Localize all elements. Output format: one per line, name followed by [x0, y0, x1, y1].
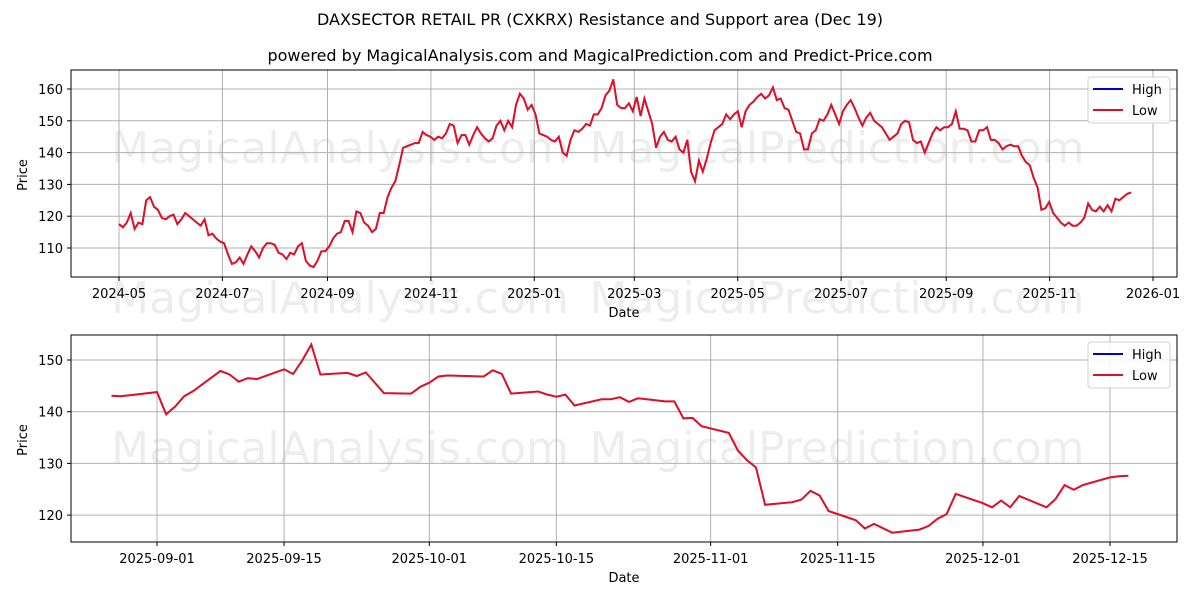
x-tick-label: 2025-10-01: [392, 552, 468, 567]
watermark-6: MagicalPrediction.com: [590, 423, 1085, 474]
y-tick-label: 150: [38, 354, 63, 369]
legend-high-label: High: [1132, 83, 1162, 98]
bottom-legend: High Low: [1087, 341, 1171, 389]
x-tick-label: 2025-11: [1022, 287, 1076, 302]
x-tick-label: 2025-05: [711, 287, 765, 302]
y-tick-label: 130: [38, 457, 63, 472]
top-xlabel: Date: [608, 306, 639, 321]
top-legend: High Low: [1087, 76, 1171, 124]
x-tick-label: 2025-01: [507, 287, 561, 302]
x-tick-label: 2025-11-01: [673, 552, 749, 567]
bottom-ticks: 2025-09-01 2025-09-15 2025-10-01 2025-10-15…: [38, 354, 1148, 567]
x-tick-label: 2024-09: [300, 287, 354, 302]
y-tick-label: 130: [38, 178, 63, 193]
bottom-panel: MagicalAnalysis.com MagicalPrediction.co…: [16, 334, 1178, 586]
watermark-1: MagicalAnalysis.com: [111, 123, 569, 174]
x-tick-label: 2025-12-15: [1072, 552, 1148, 567]
x-tick-label: 2025-11-15: [800, 552, 876, 567]
bottom-axes-frame: [70, 334, 1178, 543]
bottom-xlabel: Date: [608, 571, 639, 586]
top-ticks: 2024-05 2024-07 2024-09 2024-11 2025-01 2025-…: [38, 83, 1180, 302]
top-ylabel: Price: [16, 159, 31, 191]
top-low-line: [118, 79, 1132, 269]
y-tick-label: 110: [38, 242, 63, 257]
y-tick-label: 140: [38, 147, 63, 162]
y-tick-label: 150: [38, 115, 63, 130]
x-tick-label: 2025-07: [814, 287, 868, 302]
x-tick-label: 2025-03: [607, 287, 661, 302]
x-tick-label: 2025-10-15: [519, 552, 595, 567]
bottom-ylabel: Price: [16, 424, 31, 456]
y-tick-label: 140: [38, 406, 63, 421]
chart-subtitle: powered by MagicalAnalysis.com and Magic…: [267, 46, 933, 65]
x-tick-label: 2024-11: [404, 287, 458, 302]
x-tick-label: 2024-05: [92, 287, 146, 302]
bottom-grid: [71, 335, 1177, 542]
x-tick-label: 2025-09: [919, 287, 973, 302]
legend-low-label: Low: [1132, 104, 1158, 119]
x-tick-label: 2025-09-15: [246, 552, 322, 567]
legend-low-label: Low: [1132, 369, 1158, 384]
x-tick-label: 2024-07: [195, 287, 249, 302]
watermark-5: MagicalAnalysis.com: [111, 423, 569, 474]
top-panel: MagicalAnalysis.com MagicalPrediction.co…: [16, 69, 1180, 324]
chart-title: DAXSECTOR RETAIL PR (CXKRX) Resistance a…: [317, 10, 883, 29]
x-tick-label: 2025-09-01: [119, 552, 195, 567]
y-tick-label: 120: [38, 509, 63, 524]
top-axes-frame: [70, 69, 1178, 278]
y-tick-label: 120: [38, 210, 63, 225]
legend-high-label: High: [1132, 348, 1162, 363]
x-tick-label: 2025-12-01: [945, 552, 1021, 567]
y-tick-label: 160: [38, 83, 63, 98]
bottom-low-line: [111, 341, 1129, 534]
watermark-3: MagicalAnalysis.com: [111, 273, 569, 324]
watermark-4: MagicalPrediction.com: [590, 273, 1085, 324]
x-tick-label: 2026-01: [1126, 287, 1180, 302]
